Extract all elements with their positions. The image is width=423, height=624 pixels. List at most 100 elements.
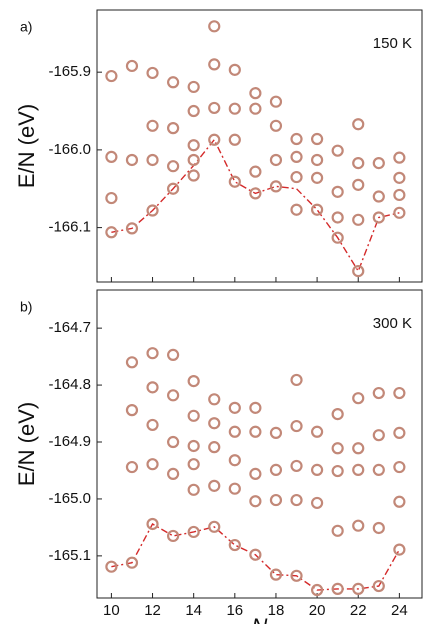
structure-marker	[310, 203, 324, 216]
minimum-line	[111, 523, 400, 591]
structure-marker	[125, 59, 139, 73]
structure-marker	[228, 102, 241, 115]
structure-marker	[187, 80, 200, 94]
structure-marker	[187, 409, 200, 422]
structure-marker	[146, 119, 159, 132]
structure-marker	[249, 495, 262, 508]
structure-marker	[146, 347, 159, 360]
structure-marker	[352, 442, 365, 455]
structure-marker	[208, 520, 221, 533]
structure-marker	[331, 524, 344, 537]
x-tick-label: 18	[268, 602, 285, 619]
structure-marker	[393, 543, 406, 556]
structure-marker	[372, 579, 385, 593]
structure-marker	[331, 231, 344, 244]
annotation: 300 K	[373, 315, 412, 332]
structure-marker	[167, 467, 180, 480]
structure-marker	[187, 104, 200, 118]
structure-marker	[146, 458, 159, 471]
structure-marker	[331, 408, 344, 421]
structure-marker	[393, 188, 406, 202]
y-tick-label: -165.0	[48, 490, 91, 507]
structure-marker	[290, 203, 303, 216]
structure-marker	[352, 156, 365, 170]
structure-marker	[187, 139, 200, 152]
structure-marker	[208, 133, 221, 146]
structure-marker	[208, 101, 221, 115]
structure-marker	[290, 569, 303, 582]
structure-marker	[269, 119, 283, 132]
structure-marker	[290, 493, 303, 507]
structure-marker	[105, 191, 118, 205]
structure-marker	[146, 66, 159, 80]
structure-marker	[187, 458, 200, 471]
structure-marker	[290, 459, 303, 473]
structure-marker	[290, 170, 303, 184]
structure-marker	[228, 482, 241, 495]
structure-marker	[331, 144, 344, 157]
structure-marker	[331, 185, 344, 198]
structure-marker	[269, 493, 283, 507]
structure-marker	[310, 171, 324, 184]
structure-marker	[393, 151, 406, 164]
panel-label: a)	[20, 19, 32, 35]
structure-marker	[146, 418, 159, 432]
plot-frame	[96, 289, 423, 599]
structure-marker	[187, 374, 200, 388]
structure-marker	[310, 463, 324, 477]
structure-marker	[249, 165, 262, 178]
structure-marker	[167, 182, 180, 195]
structure-marker	[269, 180, 283, 193]
structure-marker	[228, 454, 241, 467]
structure-marker	[290, 150, 303, 163]
structure-marker	[228, 175, 241, 188]
y-tick-label: -164.9	[48, 433, 91, 450]
x-tick-label: 22	[350, 602, 367, 619]
structure-marker	[352, 178, 365, 191]
x-tick-label: 14	[185, 602, 202, 619]
structure-marker	[372, 463, 385, 477]
structure-marker	[331, 442, 344, 455]
structure-marker	[208, 393, 221, 406]
structure-marker	[249, 87, 262, 100]
structure-marker	[352, 392, 365, 405]
structure-marker	[208, 20, 221, 33]
structure-marker	[146, 517, 159, 531]
structure-marker	[167, 389, 180, 402]
structure-marker	[393, 206, 406, 219]
structure-marker	[125, 556, 139, 569]
structure-marker	[167, 435, 180, 449]
x-tick-label: 24	[391, 602, 408, 619]
structure-marker	[125, 404, 139, 417]
structure-marker	[310, 132, 324, 146]
structure-marker	[310, 153, 324, 167]
y-axis-label: E/N (eV)	[14, 104, 39, 188]
structure-marker	[249, 401, 262, 414]
structure-marker	[167, 160, 180, 173]
structure-marker	[290, 419, 303, 433]
structure-marker	[290, 373, 303, 387]
structure-marker	[167, 348, 180, 362]
structure-marker	[393, 171, 406, 184]
x-tick-label: 20	[309, 602, 326, 619]
structure-marker	[331, 464, 344, 478]
structure-marker	[352, 213, 365, 226]
structure-marker	[372, 156, 385, 170]
structure-marker	[393, 426, 406, 439]
structure-marker	[269, 153, 283, 167]
structure-marker	[249, 467, 262, 480]
panel: -165.9 -166.0 -166.1 a) 150 K E/N (eV)	[14, 9, 423, 283]
structure-marker	[372, 190, 385, 203]
structure-marker	[105, 560, 118, 573]
structure-marker	[331, 211, 344, 224]
x-axis-label: N	[252, 614, 268, 624]
structure-marker	[352, 265, 365, 278]
structure-marker	[393, 460, 406, 474]
structure-marker	[125, 222, 139, 235]
structure-marker	[187, 169, 200, 182]
structure-marker	[331, 582, 344, 595]
structure-marker	[125, 356, 139, 369]
structure-marker	[310, 583, 324, 597]
structure-marker	[125, 460, 139, 474]
